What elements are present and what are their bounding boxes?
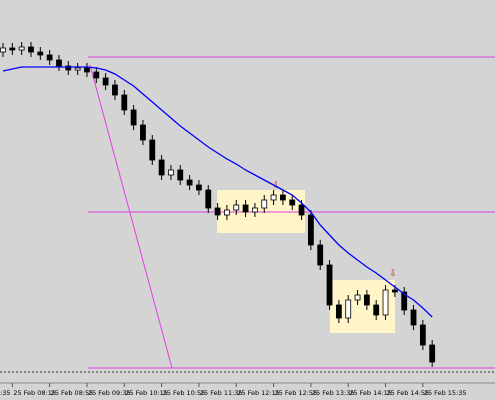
candle-body <box>186 179 193 186</box>
candle-body <box>307 214 314 246</box>
candle-body <box>429 344 436 363</box>
candle-body <box>28 46 34 53</box>
candle-body <box>121 94 128 111</box>
candle-body <box>46 54 53 61</box>
x-tick-label: 25 Feb 13:35 <box>312 389 355 397</box>
x-tick-label: 25 Feb 10:55 <box>163 389 206 397</box>
candle-body <box>196 184 202 191</box>
x-tick-label: 25 Feb 14:15 <box>349 389 392 397</box>
candle-body <box>18 46 25 51</box>
candle-body <box>279 194 286 201</box>
x-tick-label: 25 Feb 09:35 <box>88 389 131 397</box>
candle-body <box>224 209 230 216</box>
candle-body <box>289 199 296 206</box>
moving-average <box>2 66 433 318</box>
candle-body <box>261 199 268 209</box>
candle-body <box>102 77 109 86</box>
x-tick-label: 25 Feb 14:55 <box>387 389 430 397</box>
candle-body <box>419 324 426 346</box>
candle-body <box>270 194 277 201</box>
x-tick-label: 25 Feb 11:35 <box>200 389 243 397</box>
candle-body <box>177 169 184 181</box>
candle-body <box>233 204 240 211</box>
candle-body <box>149 139 156 161</box>
candle-body <box>0 47 6 53</box>
candle-body <box>354 294 361 301</box>
candle-body <box>214 207 221 216</box>
x-tick-label: 25 Feb 08:15 <box>13 389 56 397</box>
candle-body <box>112 84 118 96</box>
candle-body <box>242 204 249 213</box>
x-tick-label: 25 Feb 12:55 <box>275 389 318 397</box>
candle-body <box>401 291 408 311</box>
candle-body <box>326 264 333 306</box>
candle-body <box>317 244 324 266</box>
candle-body <box>37 51 44 56</box>
candle-body <box>373 304 380 316</box>
trend-line <box>89 64 173 369</box>
candle-body <box>140 124 146 141</box>
candle-body <box>93 71 100 79</box>
x-tick-label: 25 Feb 12:15 <box>237 389 280 397</box>
x-tick-label: 25 Feb 15:35 <box>424 389 467 397</box>
arrow-marker: ⇩ <box>389 269 397 279</box>
x-tick-label: 25 Feb 08:55 <box>51 389 94 397</box>
candle-body <box>168 169 174 176</box>
x-tick-label: :35 <box>0 389 10 397</box>
candle-body <box>158 159 165 176</box>
candle-body <box>205 189 212 209</box>
candle-body <box>363 294 370 306</box>
candle-body <box>345 299 352 319</box>
candle-body <box>298 204 305 216</box>
candle-body <box>65 65 72 71</box>
candle-body <box>56 59 62 67</box>
candle-body <box>382 289 389 316</box>
candle-body <box>410 309 417 326</box>
candle-body <box>84 67 90 73</box>
candle-body <box>130 109 137 126</box>
candle-body <box>252 207 258 213</box>
x-tick-label: 25 Feb 10:15 <box>125 389 168 397</box>
candle-body <box>9 47 16 51</box>
candle-body <box>74 67 81 71</box>
candle-body <box>391 289 398 293</box>
candle-body <box>335 304 342 319</box>
